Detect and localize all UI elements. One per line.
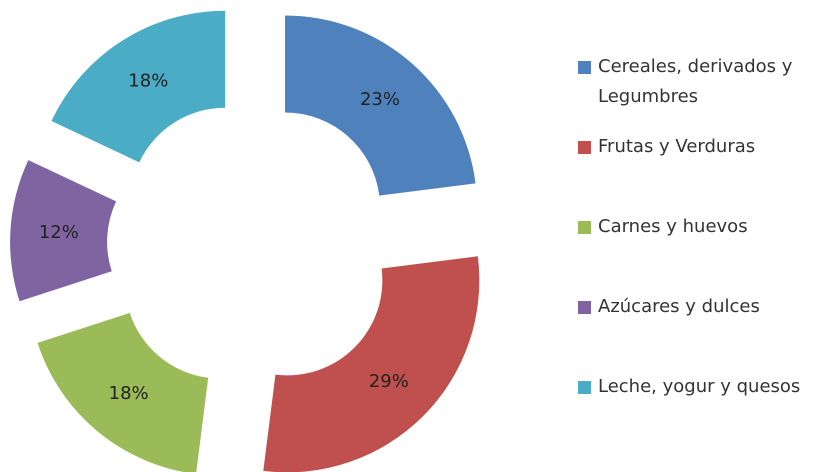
legend-label: Carnes y huevos xyxy=(598,216,748,237)
donut-segment xyxy=(37,312,209,472)
data-label: 23% xyxy=(360,89,400,110)
data-label: 18% xyxy=(128,71,168,92)
legend-item: Cereales, derivados y Legumbres xyxy=(578,52,828,132)
legend-item: Azúcares y dulces xyxy=(578,292,828,372)
legend-swatch xyxy=(578,381,591,394)
legend-swatch xyxy=(578,221,591,234)
legend: Cereales, derivados y Legumbres Frutas y … xyxy=(578,52,828,452)
donut-segment xyxy=(263,256,480,472)
data-label: 29% xyxy=(369,371,409,392)
chart: 23% 29% 18% 12% 18% xyxy=(10,10,480,472)
legend-swatch xyxy=(578,301,591,314)
legend-label: Cereales, derivados y Legumbres xyxy=(598,56,793,107)
donut-segment xyxy=(285,15,476,196)
donut-segment xyxy=(10,160,117,302)
legend-swatch xyxy=(578,61,591,74)
legend-label: Leche, yogur y quesos xyxy=(598,376,801,397)
data-label: 12% xyxy=(39,222,79,243)
legend-item: Frutas y Verduras xyxy=(578,132,828,212)
legend-item: Leche, yogur y quesos xyxy=(578,372,828,452)
data-label: 18% xyxy=(109,383,149,404)
legend-label: Frutas y Verduras xyxy=(598,136,756,157)
legend-swatch xyxy=(578,141,591,154)
legend-item: Carnes y huevos xyxy=(578,212,828,292)
legend-label: Azúcares y dulces xyxy=(598,296,760,317)
donut-segment xyxy=(51,10,226,163)
